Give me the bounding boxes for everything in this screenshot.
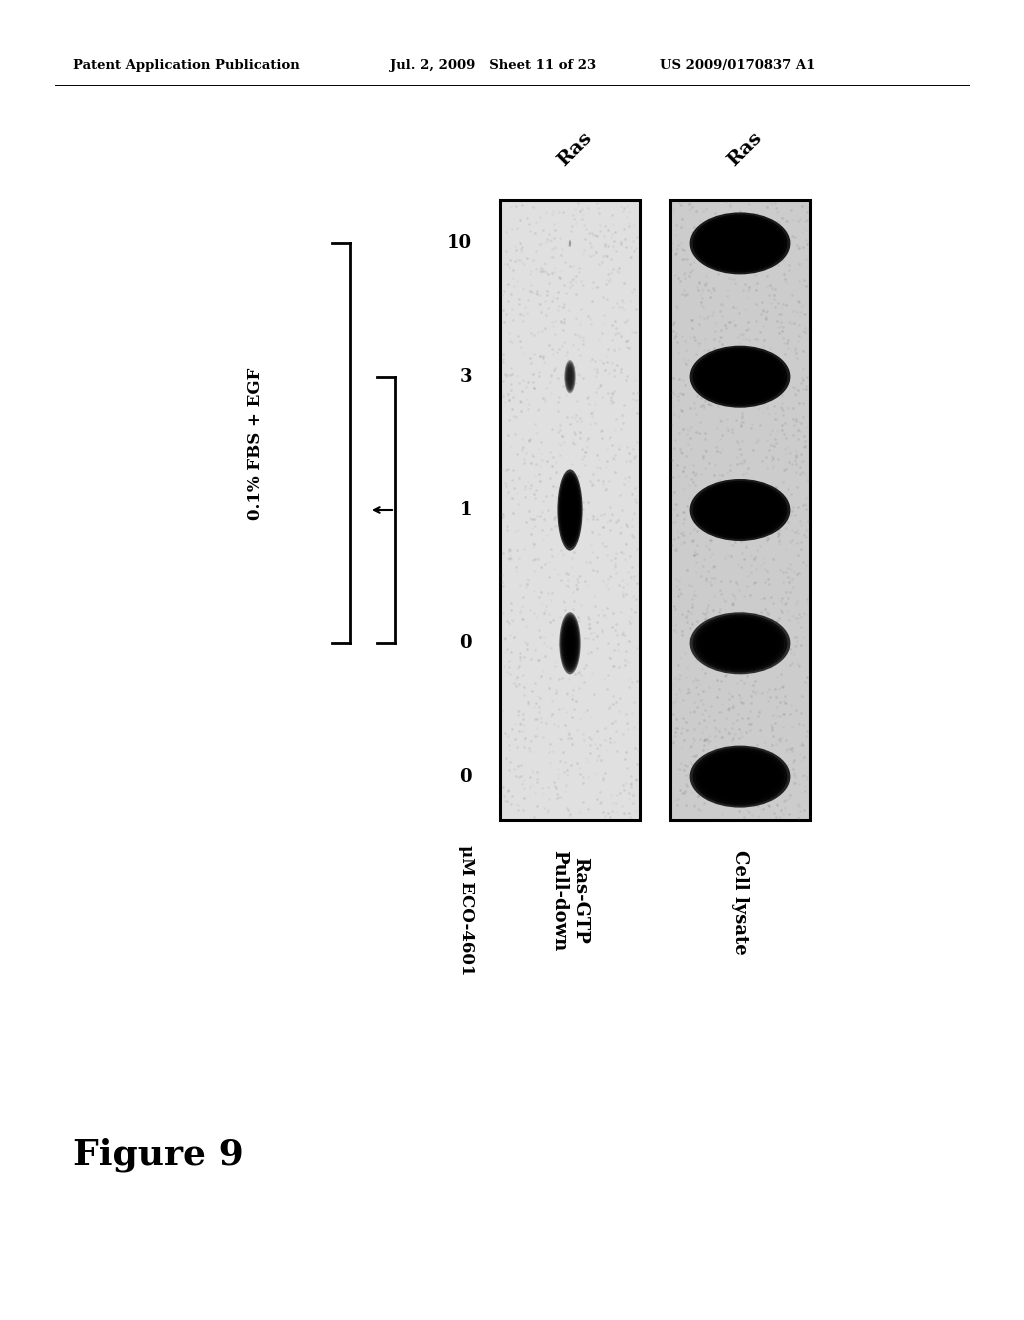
Ellipse shape: [705, 622, 775, 665]
Ellipse shape: [714, 760, 766, 792]
Ellipse shape: [711, 759, 769, 795]
Ellipse shape: [718, 230, 763, 257]
Text: Ras: Ras: [554, 129, 596, 170]
Ellipse shape: [689, 612, 791, 675]
Ellipse shape: [692, 480, 787, 539]
Text: Patent Application Publication: Patent Application Publication: [73, 58, 300, 71]
Ellipse shape: [705, 355, 775, 399]
Ellipse shape: [561, 480, 579, 540]
Text: Ras: Ras: [724, 129, 766, 170]
Ellipse shape: [698, 218, 781, 269]
Ellipse shape: [689, 213, 791, 275]
Ellipse shape: [698, 751, 781, 803]
Ellipse shape: [701, 354, 778, 400]
Ellipse shape: [567, 368, 572, 385]
Ellipse shape: [566, 366, 573, 388]
Ellipse shape: [708, 623, 772, 663]
Text: US 2009/0170837 A1: US 2009/0170837 A1: [660, 58, 815, 71]
Ellipse shape: [708, 358, 772, 396]
Ellipse shape: [711, 359, 769, 395]
Text: 10: 10: [446, 235, 472, 252]
Ellipse shape: [569, 240, 571, 247]
Ellipse shape: [563, 620, 578, 667]
Ellipse shape: [701, 754, 778, 800]
Ellipse shape: [565, 362, 574, 391]
Ellipse shape: [692, 214, 787, 272]
Ellipse shape: [701, 620, 778, 667]
Ellipse shape: [695, 483, 784, 537]
Ellipse shape: [692, 347, 787, 405]
Ellipse shape: [711, 226, 769, 261]
Ellipse shape: [559, 612, 581, 675]
Ellipse shape: [695, 616, 784, 671]
Ellipse shape: [565, 362, 575, 392]
Text: Ras-GTP
Pull-down: Ras-GTP Pull-down: [551, 850, 590, 952]
Ellipse shape: [565, 363, 574, 391]
Text: 3: 3: [460, 368, 472, 385]
Ellipse shape: [566, 628, 573, 657]
Ellipse shape: [698, 351, 781, 403]
Ellipse shape: [689, 746, 791, 808]
Ellipse shape: [558, 473, 582, 548]
Ellipse shape: [695, 750, 784, 804]
Ellipse shape: [718, 630, 763, 657]
Ellipse shape: [711, 492, 769, 528]
Text: 1: 1: [460, 502, 472, 519]
Ellipse shape: [705, 222, 775, 265]
Ellipse shape: [564, 623, 577, 664]
Ellipse shape: [564, 624, 575, 661]
Ellipse shape: [566, 491, 574, 529]
Ellipse shape: [701, 487, 778, 533]
Text: Cell lysate: Cell lysate: [731, 850, 749, 954]
Ellipse shape: [692, 747, 787, 805]
Ellipse shape: [714, 227, 766, 259]
Ellipse shape: [568, 368, 572, 384]
Ellipse shape: [708, 224, 772, 263]
Ellipse shape: [692, 614, 787, 672]
Ellipse shape: [714, 627, 766, 659]
Ellipse shape: [563, 486, 577, 535]
Text: 0: 0: [460, 768, 472, 785]
Ellipse shape: [711, 626, 769, 661]
Ellipse shape: [689, 479, 791, 541]
Ellipse shape: [714, 360, 766, 392]
Ellipse shape: [718, 763, 763, 791]
Ellipse shape: [708, 756, 772, 796]
Ellipse shape: [562, 619, 578, 668]
Ellipse shape: [698, 618, 781, 669]
Ellipse shape: [698, 484, 781, 536]
Ellipse shape: [568, 240, 571, 247]
Ellipse shape: [560, 614, 580, 672]
Ellipse shape: [718, 363, 763, 391]
Ellipse shape: [567, 367, 572, 387]
Bar: [500, 201, 640, 820]
Ellipse shape: [557, 470, 583, 550]
Ellipse shape: [564, 360, 575, 393]
Ellipse shape: [701, 220, 778, 267]
Ellipse shape: [568, 240, 571, 247]
Text: Jul. 2, 2009   Sheet 11 of 23: Jul. 2, 2009 Sheet 11 of 23: [390, 58, 596, 71]
Text: μM ECO-4601: μM ECO-4601: [459, 845, 475, 975]
Ellipse shape: [705, 488, 775, 532]
Ellipse shape: [559, 475, 581, 545]
Ellipse shape: [565, 488, 575, 532]
Ellipse shape: [562, 483, 578, 537]
Ellipse shape: [695, 350, 784, 404]
Ellipse shape: [718, 496, 763, 524]
Text: 0: 0: [460, 635, 472, 652]
Bar: [670, 201, 810, 820]
Ellipse shape: [561, 616, 579, 671]
Ellipse shape: [695, 216, 784, 271]
Ellipse shape: [565, 627, 574, 660]
Ellipse shape: [708, 490, 772, 529]
Text: Figure 9: Figure 9: [73, 1138, 244, 1172]
Ellipse shape: [689, 346, 791, 408]
Ellipse shape: [714, 494, 766, 525]
Ellipse shape: [705, 755, 775, 799]
Ellipse shape: [560, 478, 580, 543]
Text: 0.1% FBS + EGF: 0.1% FBS + EGF: [247, 367, 263, 520]
Ellipse shape: [566, 364, 573, 389]
